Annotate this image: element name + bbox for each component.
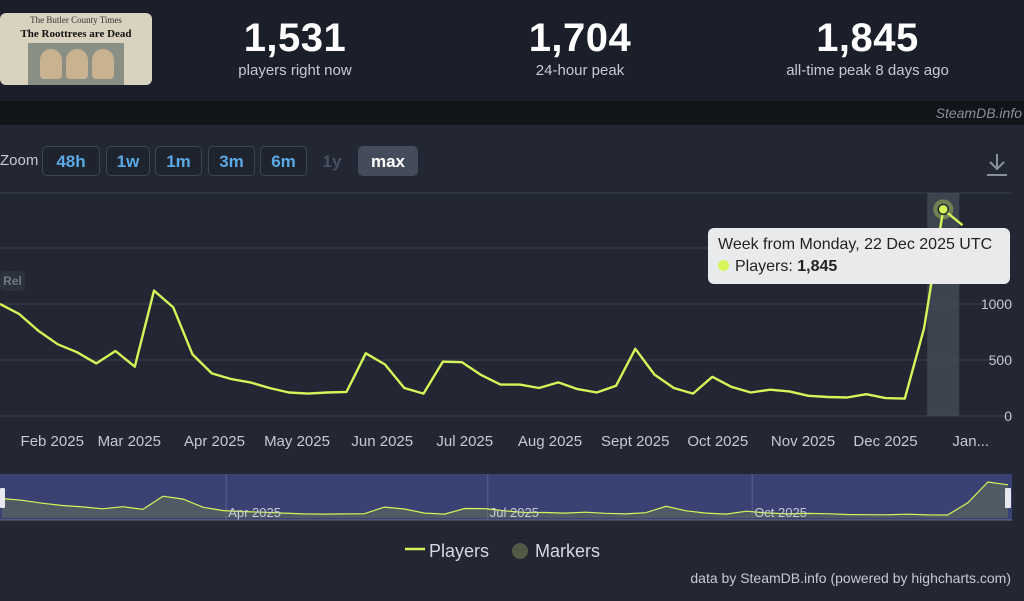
stat-current-players: 1,531 players right now bbox=[210, 14, 380, 80]
stat-24h-peak: 1,704 24-hour peak bbox=[495, 14, 665, 80]
stat-label: all-time peak 8 days ago bbox=[786, 62, 949, 79]
zoom-1w-button[interactable]: 1w bbox=[106, 146, 150, 176]
stat-label: players right now bbox=[238, 62, 352, 79]
x-tick-label: Oct 2025 bbox=[687, 433, 748, 450]
tooltip-row: Players: 1,845 bbox=[718, 256, 1000, 278]
stat-value: 1,704 bbox=[528, 16, 632, 60]
x-tick-label: Jan... bbox=[952, 433, 989, 450]
highlight-point bbox=[937, 203, 949, 216]
line-legend-icon bbox=[405, 547, 425, 551]
players-chart[interactable]: 0 500 1000 Feb 2025 Mar 2025 Apr 2025 May 202… bbox=[0, 180, 1024, 470]
stat-all-time-peak: 1,845 all-time peak 8 days ago bbox=[760, 14, 975, 80]
series-dot-icon bbox=[718, 260, 729, 271]
zoom-6m-button[interactable]: 6m bbox=[260, 146, 307, 176]
legend-players[interactable]: Players bbox=[405, 541, 489, 562]
y-tick-label: 500 bbox=[989, 352, 1013, 368]
x-tick-label: Jul 2025 bbox=[436, 433, 493, 450]
hover-band bbox=[927, 193, 960, 416]
steamdb-credit[interactable]: SteamDB.info bbox=[935, 105, 1022, 121]
navigator-handle-right bbox=[1005, 488, 1011, 508]
x-tick-label: Aug 2025 bbox=[518, 433, 582, 450]
tooltip-title: Week from Monday, 22 Dec 2025 UTC bbox=[718, 236, 993, 253]
zoom-1y-button[interactable]: 1y bbox=[322, 152, 342, 171]
navigator-handle-left bbox=[0, 488, 5, 508]
navigator-line bbox=[1, 481, 1009, 516]
marker-legend-icon bbox=[512, 543, 528, 559]
thumbnail-paper-name: The Butler County Times bbox=[30, 15, 122, 25]
navigator[interactable]: Apr 2025 Jul 2025 Oct 2025 bbox=[0, 474, 1024, 522]
legend-markers[interactable]: Markers bbox=[511, 541, 600, 562]
thumbnail-photo bbox=[28, 43, 124, 85]
stat-value: 1,845 bbox=[816, 16, 919, 60]
credit-bar: SteamDB.info bbox=[0, 101, 1024, 125]
x-tick-label: Nov 2025 bbox=[771, 433, 835, 450]
chart-area bbox=[0, 125, 1024, 601]
navigator-tick-label: Oct 2025 bbox=[754, 505, 807, 520]
release-marker[interactable]: Rel bbox=[0, 271, 25, 291]
navigator-tick-label: Jul 2025 bbox=[490, 505, 539, 520]
header: The Butler County Times The Roottrees ar… bbox=[0, 0, 1024, 100]
legend-markers-label: Markers bbox=[535, 541, 601, 561]
footer-credit[interactable]: data by SteamDB.info (powered by highcha… bbox=[690, 570, 1011, 586]
x-tick-label: May 2025 bbox=[264, 433, 330, 450]
navigator-ticks: Apr 2025 Jul 2025 Oct 2025 bbox=[228, 505, 807, 520]
tooltip-value: 1,845 bbox=[797, 258, 838, 275]
x-tick-label: Mar 2025 bbox=[98, 433, 161, 450]
x-tick-label: Dec 2025 bbox=[853, 433, 917, 450]
x-tick-label: Jun 2025 bbox=[351, 433, 413, 450]
y-tick-label: 1000 bbox=[981, 296, 1012, 312]
x-tick-label: Apr 2025 bbox=[184, 433, 245, 450]
stat-label: 24-hour peak bbox=[535, 62, 625, 79]
game-thumbnail[interactable]: The Butler County Times The Roottrees ar… bbox=[0, 13, 152, 85]
x-tick-label: Feb 2025 bbox=[21, 433, 84, 450]
zoom-3m-button[interactable]: 3m bbox=[208, 146, 255, 176]
y-axis-ticks: 0 500 1000 bbox=[981, 296, 1012, 424]
gridlines bbox=[0, 192, 1012, 417]
zoom-max-button[interactable]: max bbox=[358, 146, 418, 176]
players-series-points bbox=[0, 209, 963, 399]
x-axis-ticks: Feb 2025 Mar 2025 Apr 2025 May 2025 Jun 2025… bbox=[21, 433, 990, 450]
chart-tooltip: Week from Monday, 22 Dec 2025 UTC Player… bbox=[708, 228, 1010, 284]
download-icon[interactable] bbox=[984, 152, 1010, 178]
zoom-1m-button[interactable]: 1m bbox=[155, 146, 202, 176]
zoom-label: Zoom bbox=[0, 152, 39, 169]
tooltip-series-label: Players: bbox=[735, 258, 793, 275]
stat-value: 1,531 bbox=[243, 16, 347, 60]
y-tick-label: 0 bbox=[1004, 408, 1012, 424]
navigator-tick-label: Apr 2025 bbox=[228, 505, 281, 520]
legend-players-label: Players bbox=[429, 541, 490, 561]
x-tick-label: Sept 2025 bbox=[601, 433, 669, 450]
thumbnail-headline: The Roottrees are Dead bbox=[20, 28, 132, 40]
zoom-48h-button[interactable]: 48h bbox=[42, 146, 100, 176]
